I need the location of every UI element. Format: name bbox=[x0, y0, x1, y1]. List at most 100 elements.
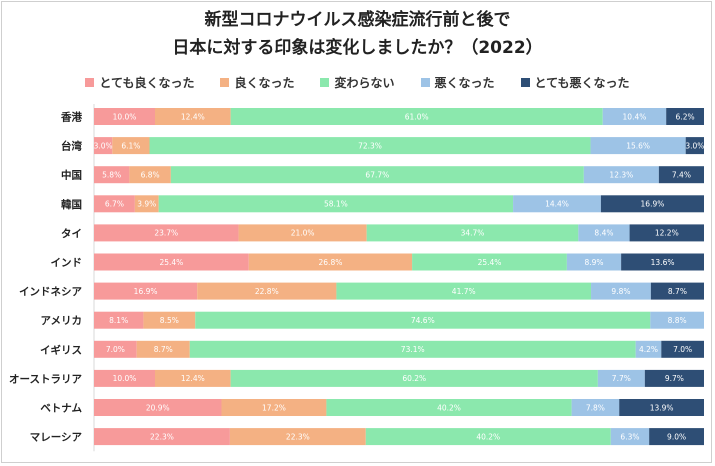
legend-label: 変わらない bbox=[334, 76, 395, 90]
data-label: 58.1% bbox=[324, 200, 348, 209]
bar-segment bbox=[685, 137, 704, 155]
bar-segment bbox=[94, 108, 155, 125]
data-label: 3.9% bbox=[137, 200, 156, 209]
bar-segment bbox=[666, 108, 704, 125]
chart-title-line1: 新型コロナウイルス感染症流行前と後で bbox=[204, 10, 511, 30]
category-label: マレーシア bbox=[30, 432, 83, 444]
bar-segment bbox=[94, 311, 144, 329]
bar-segment bbox=[600, 195, 704, 213]
data-label: 22.3% bbox=[286, 432, 310, 441]
data-label: 13.6% bbox=[651, 258, 675, 267]
bar-segment bbox=[230, 108, 603, 125]
data-label: 60.2% bbox=[402, 374, 426, 383]
bar-segment bbox=[583, 166, 659, 184]
chart-legend: とても良くなった 良くなった 変わらない 悪くなった とても悪くなった bbox=[0, 74, 715, 91]
data-label: 8.9% bbox=[584, 258, 603, 267]
data-label: 21.0% bbox=[291, 229, 315, 238]
data-label: 40.2% bbox=[437, 403, 461, 412]
bar-segment bbox=[94, 399, 222, 416]
data-label: 12.4% bbox=[181, 374, 205, 383]
data-label: 26.8% bbox=[319, 258, 343, 267]
legend-item-3: 悪くなった bbox=[420, 74, 495, 91]
data-label: 74.6% bbox=[411, 316, 435, 325]
data-label: 12.3% bbox=[609, 171, 633, 180]
bar-segment bbox=[94, 428, 230, 446]
data-label: 6.1% bbox=[121, 141, 140, 150]
data-label: 7.8% bbox=[586, 403, 605, 412]
data-label: 61.0% bbox=[405, 112, 429, 121]
bar-segment bbox=[644, 369, 704, 387]
data-label: 12.2% bbox=[655, 229, 679, 238]
bar-segment bbox=[221, 399, 327, 416]
bar-segment bbox=[229, 428, 366, 446]
bar-segment bbox=[650, 282, 704, 300]
data-label: 25.4% bbox=[478, 258, 502, 267]
bar-segment bbox=[94, 166, 130, 184]
bar-segment bbox=[629, 224, 704, 242]
bar-segment bbox=[189, 340, 636, 358]
data-label: 40.2% bbox=[476, 432, 500, 441]
category-label: インド bbox=[51, 257, 83, 269]
legend-swatch bbox=[420, 78, 430, 87]
bar-segment bbox=[513, 195, 601, 213]
bar-segment bbox=[336, 282, 592, 300]
data-label: 3.0% bbox=[685, 141, 704, 150]
bar-segment bbox=[610, 428, 650, 446]
legend-label: 悪くなった bbox=[434, 76, 495, 90]
bar-segment bbox=[143, 311, 196, 329]
data-label: 5.8% bbox=[102, 171, 121, 180]
bar-segment bbox=[94, 195, 135, 213]
data-label: 25.4% bbox=[159, 258, 183, 267]
data-label: 8.5% bbox=[160, 316, 179, 325]
data-label: 22.8% bbox=[255, 287, 279, 296]
category-label: オーストラリア bbox=[9, 373, 82, 385]
data-label: 73.1% bbox=[401, 345, 425, 354]
category-label: ベトナム bbox=[40, 403, 82, 415]
legend-label: とても良くなった bbox=[99, 76, 195, 90]
data-label: 7.0% bbox=[673, 345, 692, 354]
data-label: 15.6% bbox=[626, 141, 650, 150]
bar-segment bbox=[195, 311, 651, 329]
data-label: 8.8% bbox=[668, 316, 687, 325]
legend-label: とても悪くなった bbox=[534, 76, 630, 90]
bar-segment bbox=[149, 137, 591, 155]
bar-segment bbox=[590, 137, 686, 155]
bar-segment bbox=[170, 166, 584, 184]
data-label: 17.2% bbox=[262, 403, 286, 412]
bar-segment bbox=[248, 253, 413, 271]
bar-segment bbox=[94, 282, 198, 300]
data-label: 72.3% bbox=[358, 141, 382, 150]
bar-segment bbox=[230, 369, 598, 387]
bar-segment bbox=[591, 282, 651, 300]
category-label: イギリス bbox=[40, 343, 82, 356]
data-label: 6.7% bbox=[105, 200, 124, 209]
legend-item-0: とても良くなった bbox=[85, 74, 194, 91]
data-label: 23.7% bbox=[154, 229, 178, 238]
data-label: 16.9% bbox=[134, 287, 158, 296]
bar-segment bbox=[94, 137, 113, 155]
bar-segment bbox=[94, 253, 249, 271]
bar-segment bbox=[134, 195, 159, 213]
data-label: 16.9% bbox=[641, 200, 665, 209]
bar-segment bbox=[602, 108, 667, 125]
data-label: 7.0% bbox=[106, 345, 125, 354]
legend-swatch bbox=[320, 78, 330, 87]
bar-segment bbox=[635, 340, 662, 358]
category-label: 香港 bbox=[60, 111, 82, 124]
data-label: 20.9% bbox=[146, 403, 170, 412]
bar-segment bbox=[94, 224, 239, 242]
data-label: 6.8% bbox=[141, 171, 160, 180]
data-label: 6.2% bbox=[676, 112, 695, 121]
bar-segment bbox=[650, 311, 704, 329]
bar-segment bbox=[365, 428, 611, 446]
legend-label: 良くなった bbox=[234, 76, 295, 90]
bar-segment bbox=[412, 253, 567, 271]
bar-segment bbox=[197, 282, 337, 300]
data-label: 22.3% bbox=[150, 432, 174, 441]
bar-segment bbox=[112, 137, 150, 155]
bar-segment bbox=[366, 224, 579, 242]
legend-item-4: とても悪くなった bbox=[520, 74, 630, 91]
legend-item-1: 良くなった bbox=[220, 74, 294, 91]
data-label: 8.7% bbox=[154, 345, 173, 354]
data-label: 3.0% bbox=[94, 141, 113, 150]
